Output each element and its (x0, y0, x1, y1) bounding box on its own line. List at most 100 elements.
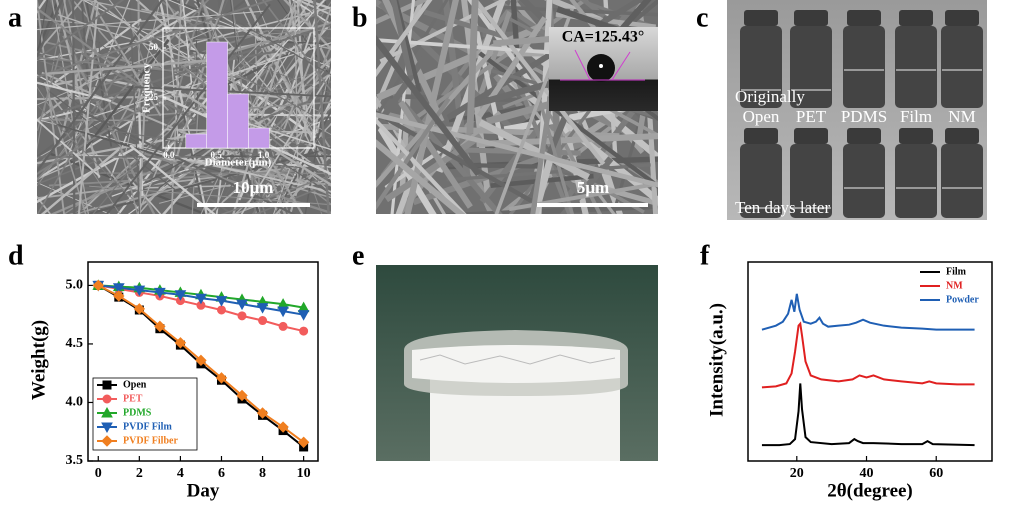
vial-cap (945, 128, 979, 144)
fiber (171, 6, 331, 50)
vial-cap (945, 10, 979, 26)
legend-marker (102, 394, 112, 404)
x-tick-label: 10 (297, 466, 311, 481)
vial-body (843, 26, 885, 108)
fiber (423, 9, 503, 39)
fiber (508, 74, 618, 214)
fiber (37, 0, 125, 60)
marker (174, 290, 187, 301)
marker (277, 421, 289, 433)
fiber (37, 75, 117, 214)
fiber (376, 34, 481, 177)
fiber (238, 74, 316, 118)
fiber (56, 123, 163, 157)
panel-label: a (8, 2, 22, 33)
fiber (376, 49, 494, 189)
x-tick-label: 2 (136, 466, 143, 481)
vial-cap (847, 128, 881, 144)
marker (215, 372, 228, 384)
marker (299, 326, 309, 336)
fiber (146, 101, 331, 117)
fiber (225, 53, 331, 94)
fiber (37, 104, 133, 199)
vial-body (895, 26, 937, 108)
fiber (436, 0, 506, 173)
fiber (379, 0, 508, 64)
fiber (376, 0, 449, 121)
marker (237, 311, 247, 321)
x-tick-label: 0.0 (163, 150, 175, 160)
vial-body (740, 144, 782, 218)
vial-body (895, 144, 937, 218)
vial-cap (899, 10, 933, 26)
x-tick-label: 8 (259, 466, 266, 481)
legend-label: PVDF Film (123, 421, 172, 432)
fiber (37, 0, 67, 151)
fiber (37, 0, 274, 79)
x-tick-label: 4 (177, 466, 184, 481)
fiber (220, 174, 331, 214)
vial-cap (847, 10, 881, 26)
x-tick-label: 0 (95, 466, 102, 481)
fiber (274, 153, 331, 214)
fiber (181, 136, 331, 174)
fiber (43, 81, 87, 214)
fiber (37, 0, 64, 60)
x-tick-label: 0.5 (211, 150, 223, 160)
marker (256, 303, 269, 314)
legend-label: Powder (946, 294, 979, 305)
marker (113, 290, 125, 302)
legend-label: PET (123, 393, 143, 404)
fiber (125, 0, 161, 152)
histogram-bar (227, 93, 249, 149)
fiber (376, 117, 467, 214)
sem-image (37, 0, 331, 214)
scale-bar-label: 10μm (233, 178, 274, 197)
marker (92, 279, 104, 292)
fiber (81, 0, 192, 22)
marker (278, 321, 288, 331)
marker (195, 293, 207, 305)
fiber (127, 176, 162, 214)
vial-body (790, 144, 832, 218)
series-line (761, 321, 975, 389)
fiber (37, 118, 101, 178)
x-tick-label: 60 (929, 466, 943, 481)
y-axis-label: Weight(g) (28, 320, 49, 400)
fiber (478, 51, 658, 189)
fiber (376, 139, 466, 214)
fiber (138, 72, 331, 208)
sample-label: PDMS (841, 107, 887, 126)
plot-frame (747, 261, 993, 462)
fiber (102, 128, 331, 167)
fiber (37, 51, 80, 64)
tangent (574, 49, 591, 81)
fiber (134, 86, 331, 98)
fiber (215, 55, 236, 214)
panel-label: e (352, 240, 364, 271)
vial-body (740, 26, 782, 108)
series-line (761, 383, 975, 447)
scale-bar-label: 5μm (577, 178, 609, 197)
fiber (71, 167, 198, 214)
y-tick-label: 50 (149, 42, 159, 52)
fiber (37, 25, 222, 106)
fiber (376, 0, 425, 113)
fiber (273, 100, 315, 214)
fiber (138, 150, 331, 214)
fiber (478, 119, 590, 181)
fiber (390, 0, 413, 77)
legend-label: PVDF Filber (123, 435, 178, 446)
fiber (376, 112, 658, 188)
marker (256, 407, 269, 419)
fiber (37, 195, 52, 214)
fiber (261, 0, 331, 92)
x-axis-label: Diameter(μm) (205, 157, 272, 169)
fiber (37, 81, 112, 103)
fiber (289, 9, 320, 95)
fiber (511, 68, 572, 214)
fiber (215, 0, 326, 120)
fiber (37, 59, 202, 76)
marker (112, 283, 125, 294)
caption: Originally (735, 87, 805, 106)
